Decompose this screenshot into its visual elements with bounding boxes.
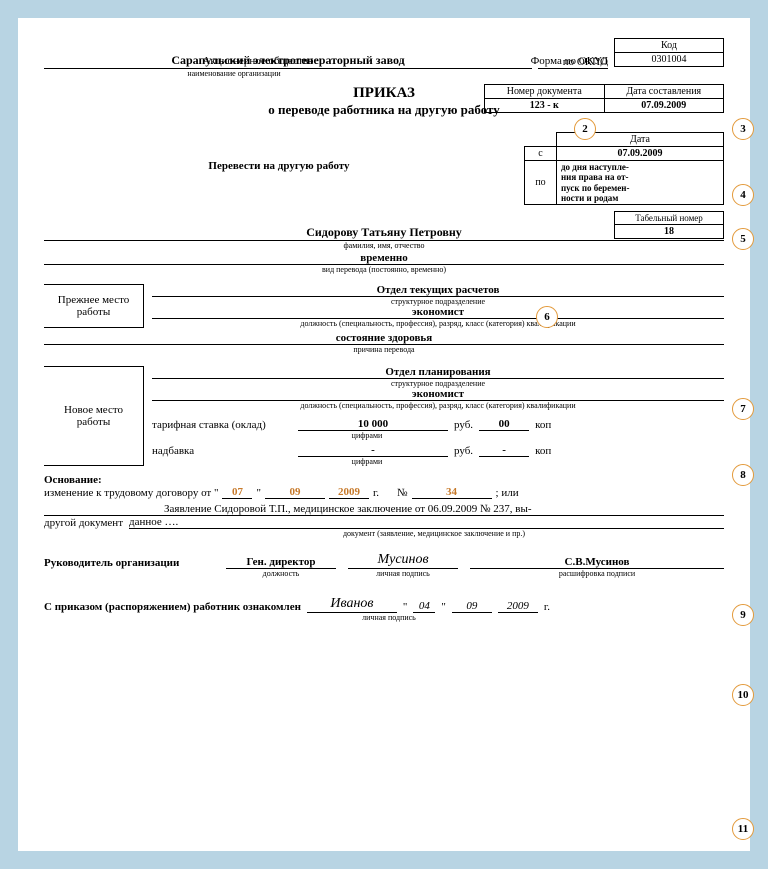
head-sign: Мусинов [348,552,458,569]
ack-sign-cap: личная подпись [344,613,434,622]
prev-reason: состояние здоровья [44,332,724,345]
bonus-val: - [298,444,448,457]
rub1: руб. [454,419,473,431]
basis-d: 07 [222,486,252,499]
bonus-label: надбавка [152,445,292,457]
sign-cap: личная подпись [348,569,458,578]
okpo-label: по ОКПО [538,56,608,69]
salary-kop: 00 [479,418,529,431]
new-pos: экономист [152,388,724,401]
head-label: Руководитель организации [44,557,214,569]
marker-6: 6 [536,306,558,328]
kop1: коп [535,419,551,431]
ack-label: С приказом (распоряжением) работник озна… [44,601,301,613]
ack-d: 04 [413,600,435,613]
prev-dept: Отдел текущих расчетов [152,284,724,297]
salary-val: 10 000 [298,418,448,431]
prev-label: Прежнее место работы [44,284,144,328]
basis-other-text2: данное …. [129,516,724,529]
ack-sign: Иванов [307,596,397,613]
kod-value: 0301004 [615,53,724,67]
from-value: 07.09.2009 [557,147,724,161]
head-name: С.В.Мусинов [470,556,724,569]
org-caption: наименование организации [44,69,424,78]
doc-num-label: Номер документа [485,85,605,99]
basis-g: г. [373,487,379,499]
new-dept: Отдел планирования [152,366,724,379]
basis-suffix: ; или [496,487,519,499]
kop2: коп [535,445,551,457]
ack-y: 2009 [498,600,538,613]
marker-2: 2 [574,118,596,140]
pos-cap: должность [226,569,336,578]
basis-m: 09 [265,486,325,499]
digits-cap1: цифрами [292,431,442,440]
prev-pos-cap: должность (специальность, профессия), ра… [152,319,724,328]
marker-5: 5 [732,228,754,250]
marker-11: 11 [732,818,754,840]
marker-10: 10 [732,684,754,706]
prev-reason-cap: причина перевода [44,345,724,354]
basis-other-label: другой документ [44,517,123,529]
new-label: Новое место работы [44,366,144,466]
marker-4: 4 [732,184,754,206]
rub2: руб. [454,445,473,457]
basis-numsign: № [397,487,408,499]
prev-pos: экономист [152,306,724,319]
digits-cap2: цифрами [292,457,442,466]
document-page: 2 3 4 5 6 7 8 9 10 11 Акционерное общест… [18,18,750,851]
tabnum-value: 18 [615,225,724,239]
transfer-type-caption: вид перевода (постоянно, временно) [44,265,724,274]
doc-date-value: 07.09.2009 [604,99,724,113]
name-cap: расшифровка подписи [470,569,724,578]
to-value: до дня наступле- ния права на от- пуск п… [557,161,724,205]
kod-label: Код [615,39,724,53]
doc-num-value: 123 - к [485,99,605,113]
basis-other-cap: документ (заявление, медицинское заключе… [144,529,724,538]
new-pos-cap: должность (специальность, профессия), ра… [152,401,724,410]
fio-caption: фамилия, имя, отчество [44,241,724,250]
basis-num: 34 [412,486,492,499]
ack-m: 09 [452,600,492,613]
org-name: Сарапульский электрогенераторный завод [44,53,532,69]
prev-dept-cap: структурное подразделение [152,297,724,306]
from-label: с [525,147,557,161]
basis-other-text: Заявление Сидоровой Т.П., медицинское за… [44,503,724,516]
marker-8: 8 [732,464,754,486]
transfer-type: временно [44,252,724,265]
doc-date-label: Дата составления [604,85,724,99]
head-pos: Ген. директор [226,556,336,569]
marker-9: 9 [732,604,754,626]
marker-7: 7 [732,398,754,420]
transfer-heading: Перевести на другую работу [44,132,514,172]
salary-label: тарифная ставка (оклад) [152,419,292,431]
ack-g: г. [544,601,550,613]
tabnum-label: Табельный номер [615,212,724,225]
basis-prefix: изменение к трудовому договору от " [44,487,218,499]
to-label: по [525,161,557,205]
marker-3: 3 [732,118,754,140]
bonus-kop: - [479,444,529,457]
new-dept-cap: структурное подразделение [152,379,724,388]
basis-y: 2009 [329,486,369,499]
basis-label: Основание: [44,474,724,486]
